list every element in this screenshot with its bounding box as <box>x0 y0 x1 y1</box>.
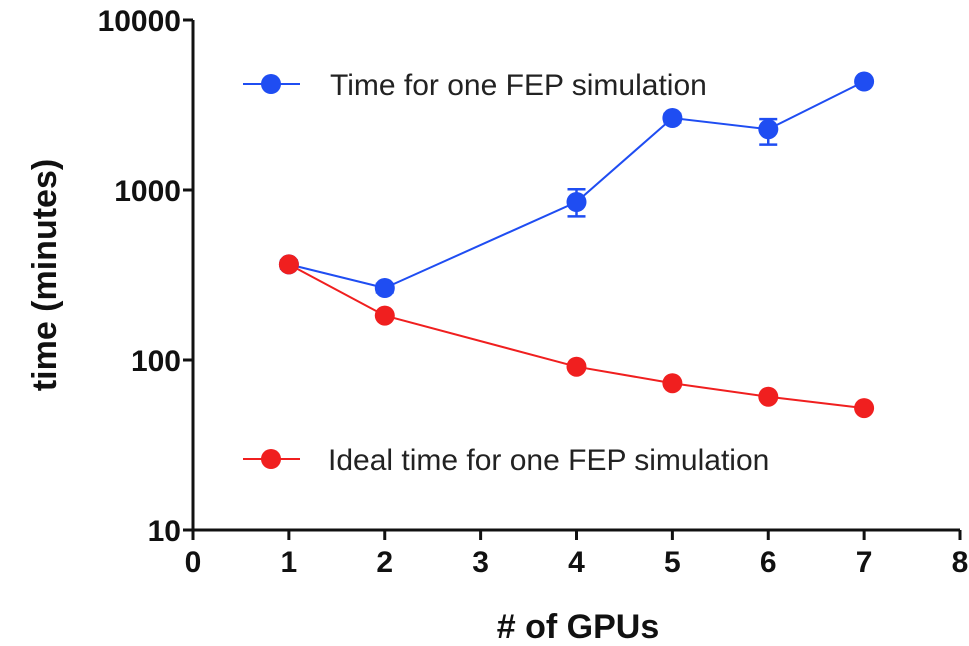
data-point-ideal <box>374 305 395 326</box>
x-tick-label: 8 <box>952 546 969 579</box>
x-tick-label: 1 <box>281 546 298 579</box>
x-tick-label: 0 <box>185 546 202 579</box>
data-point-time <box>566 192 587 212</box>
series-time <box>278 71 875 298</box>
y-tick-label: 100 <box>131 345 181 378</box>
legend-label-time: Time for one FEP simulation <box>330 69 707 102</box>
x-tick-label: 3 <box>472 546 489 579</box>
x-tick-label: 4 <box>568 546 585 579</box>
x-axis-title: # of GPUs <box>497 608 659 646</box>
legend-marker-ideal <box>261 449 281 469</box>
data-point-time <box>662 108 683 128</box>
data-point-ideal <box>854 398 875 419</box>
series-line-time <box>288 80 865 290</box>
y-axis-title: time (minutes) <box>26 159 64 391</box>
x-tick-label: 6 <box>760 546 777 579</box>
data-point-ideal <box>662 373 683 394</box>
series-ideal <box>278 254 875 419</box>
data-point-time <box>758 119 779 140</box>
legend-marker-time <box>261 74 281 94</box>
x-tick-label: 5 <box>664 546 681 579</box>
y-ticks: 10 100 1000 10000 <box>98 5 193 548</box>
series-layer <box>278 71 875 419</box>
data-point-ideal <box>758 386 779 407</box>
data-point-ideal <box>278 254 299 275</box>
data-point-time <box>374 278 395 298</box>
series-line-ideal <box>288 263 865 410</box>
x-tick-label: 2 <box>376 546 393 579</box>
x-ticks: 0 1 2 3 4 5 6 7 8 <box>185 530 969 579</box>
legend: Time for one FEP simulation Ideal time f… <box>243 69 769 477</box>
legend-label-ideal: Ideal time for one FEP simulation <box>328 444 769 477</box>
x-tick-label: 7 <box>856 546 873 579</box>
data-point-ideal <box>566 356 587 377</box>
data-point-time <box>854 71 875 92</box>
y-tick-label: 10 <box>148 515 181 548</box>
y-tick-label: 1000 <box>114 175 181 208</box>
y-tick-label: 10000 <box>98 5 181 38</box>
